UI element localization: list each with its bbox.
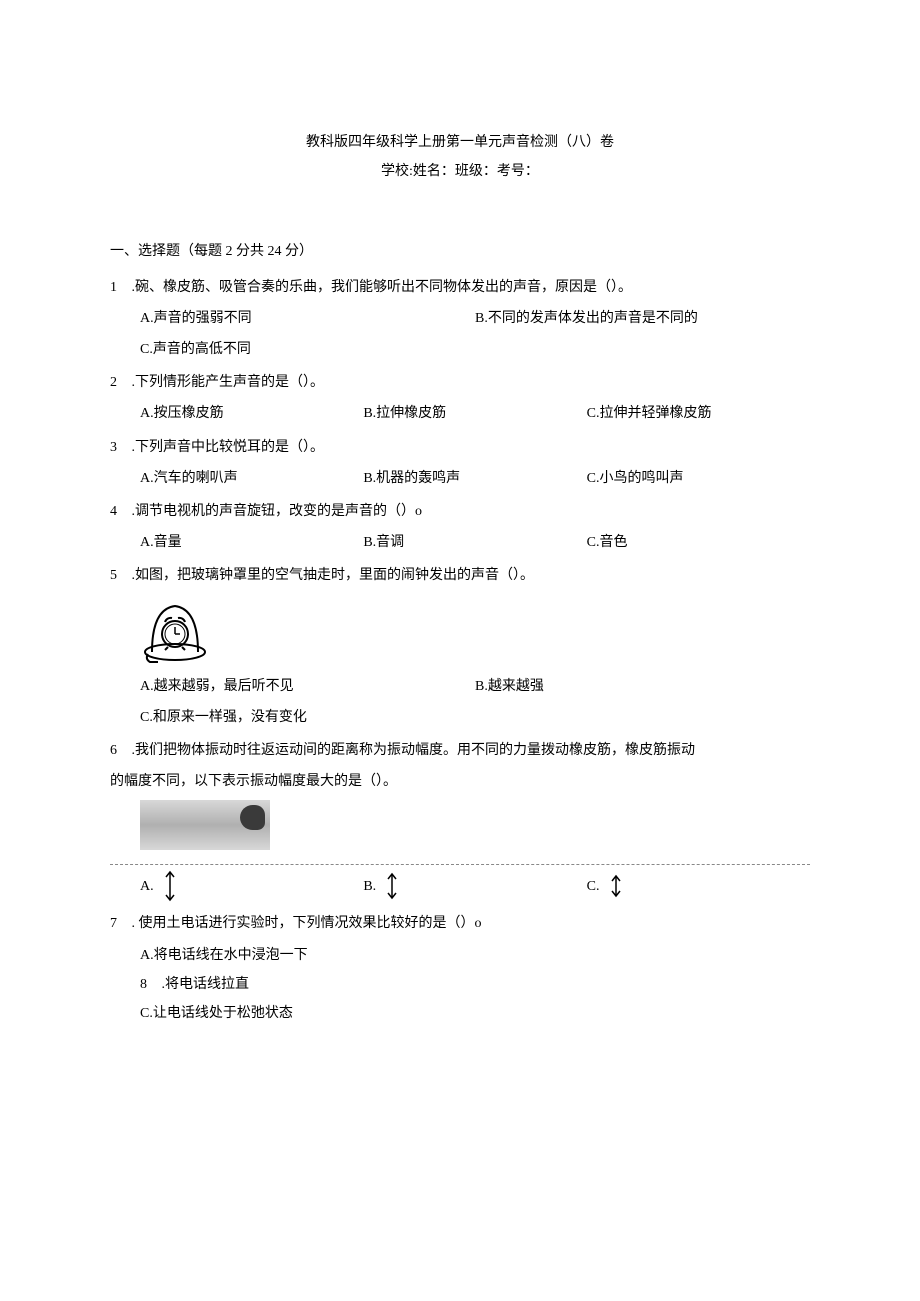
question-2-num: 2 [110,370,128,395]
exam-info-line: 学校:姓名：班级：考号： [110,159,810,184]
section-1-header: 一、选择题（每题 2 分共 24 分） [110,239,810,264]
q6-options-row: A. B. C. [110,864,810,903]
question-3-num: 3 [110,435,128,460]
q2-option-c: C.拉伸并轻弹橡皮筋 [587,401,810,426]
question-3: 3 .下列声音中比较悦耳的是（）。 A.汽车的喇叭声 B.机器的轰鸣声 C.小鸟… [110,435,810,491]
question-1: 1 .碗、橡皮筋、吸管合奏的乐曲，我们能够听出不同物体发出的声音，原因是（）。 … [110,275,810,363]
question-7-text: 7 . 使用土电话进行实验时，下列情况效果比较好的是（）o [110,911,810,936]
q7-option-c: C.让电话线处于松弛状态 [110,1001,810,1026]
q2-option-a: A.按压橡皮筋 [140,401,363,426]
question-4-num: 4 [110,499,128,524]
q4-option-b: B.音调 [363,530,586,555]
question-4-text: 4 .调节电视机的声音旋钮，改变的是声音的（）o [110,499,810,524]
q2-option-b: B.拉伸橡皮筋 [363,401,586,426]
q1-option-c: C.声音的高低不同 [110,337,810,362]
question-2-text: 2 .下列情形能产生声音的是（）。 [110,370,810,395]
q7-option-b: 8 .将电话线拉直 [110,972,810,997]
arrow-a-icon [162,869,178,903]
q3-option-c: C.小鸟的鸣叫声 [587,466,810,491]
q4-option-a: A.音量 [140,530,363,555]
question-6-body: .我们把物体振动时往返运动间的距离称为振动幅度。用不同的力量拨动橡皮筋，橡皮筋振… [128,743,695,758]
arrow-c-icon [608,873,624,899]
question-2: 2 .下列情形能产生声音的是（）。 A.按压橡皮筋 B.拉伸橡皮筋 C.拉伸并轻… [110,370,810,426]
clock-bell-jar-image [140,594,210,664]
q6-option-c: C. [587,869,810,903]
q5-option-a: A.越来越弱，最后听不见 [140,674,475,699]
question-2-body: .下列情形能产生声音的是（）。 [128,375,324,390]
arrow-b-icon [384,871,400,901]
question-5-text: 5 .如图，把玻璃钟罩里的空气抽走时，里面的闹钟发出的声音（）。 [110,563,810,588]
q6-option-a-label: A. [140,874,154,899]
question-1-body: .碗、橡皮筋、吸管合奏的乐曲，我们能够听出不同物体发出的声音，原因是（）。 [128,280,632,295]
question-6-num: 6 [110,738,128,763]
question-7: 7 . 使用土电话进行实验时，下列情况效果比较好的是（）o A.将电话线在水中浸… [110,911,810,1026]
q3-option-a: A.汽车的喇叭声 [140,466,363,491]
q5-option-c: C.和原来一样强，没有变化 [110,705,810,730]
q5-option-b: B.越来越强 [475,674,810,699]
question-4: 4 .调节电视机的声音旋钮，改变的是声音的（）o A.音量 B.音调 C.音色 [110,499,810,555]
question-3-body: .下列声音中比较悦耳的是（）。 [128,440,324,455]
q4-option-c: C.音色 [587,530,810,555]
q6-option-a: A. [140,869,363,903]
q1-option-a: A.声音的强弱不同 [140,306,475,331]
q6-option-c-label: C. [587,874,600,899]
question-6-text2: 的幅度不同，以下表示振动幅度最大的是（）。 [110,769,810,794]
q6-option-b: B. [363,869,586,903]
question-6-text: 6 .我们把物体振动时往返运动间的距离称为振动幅度。用不同的力量拨动橡皮筋，橡皮… [110,738,810,763]
question-1-text: 1 .碗、橡皮筋、吸管合奏的乐曲，我们能够听出不同物体发出的声音，原因是（）。 [110,275,810,300]
question-7-num: 7 [110,911,128,936]
q6-option-b-label: B. [363,874,376,899]
question-5: 5 .如图，把玻璃钟罩里的空气抽走时，里面的闹钟发出的声音（）。 A.越来越弱，… [110,563,810,730]
question-1-num: 1 [110,275,128,300]
question-5-body: .如图，把玻璃钟罩里的空气抽走时，里面的闹钟发出的声音（）。 [128,568,534,583]
exam-title: 教科版四年级科学上册第一单元声音检测（八）卷 [110,130,810,155]
q1-option-b: B.不同的发声体发出的声音是不同的 [475,306,810,331]
question-5-num: 5 [110,563,128,588]
q7-option-b-text: .将电话线拉直 [158,977,249,992]
q7-option-b-num: 8 [140,972,158,997]
question-6: 6 .我们把物体振动时往返运动间的距离称为振动幅度。用不同的力量拨动橡皮筋，橡皮… [110,738,810,903]
question-4-body: .调节电视机的声音旋钮，改变的是声音的（）o [128,504,422,519]
rubber-band-image [140,800,270,850]
q7-option-a: A.将电话线在水中浸泡一下 [110,943,810,968]
question-7-body: . 使用土电话进行实验时，下列情况效果比较好的是（）o [128,916,482,931]
q3-option-b: B.机器的轰鸣声 [363,466,586,491]
question-3-text: 3 .下列声音中比较悦耳的是（）。 [110,435,810,460]
